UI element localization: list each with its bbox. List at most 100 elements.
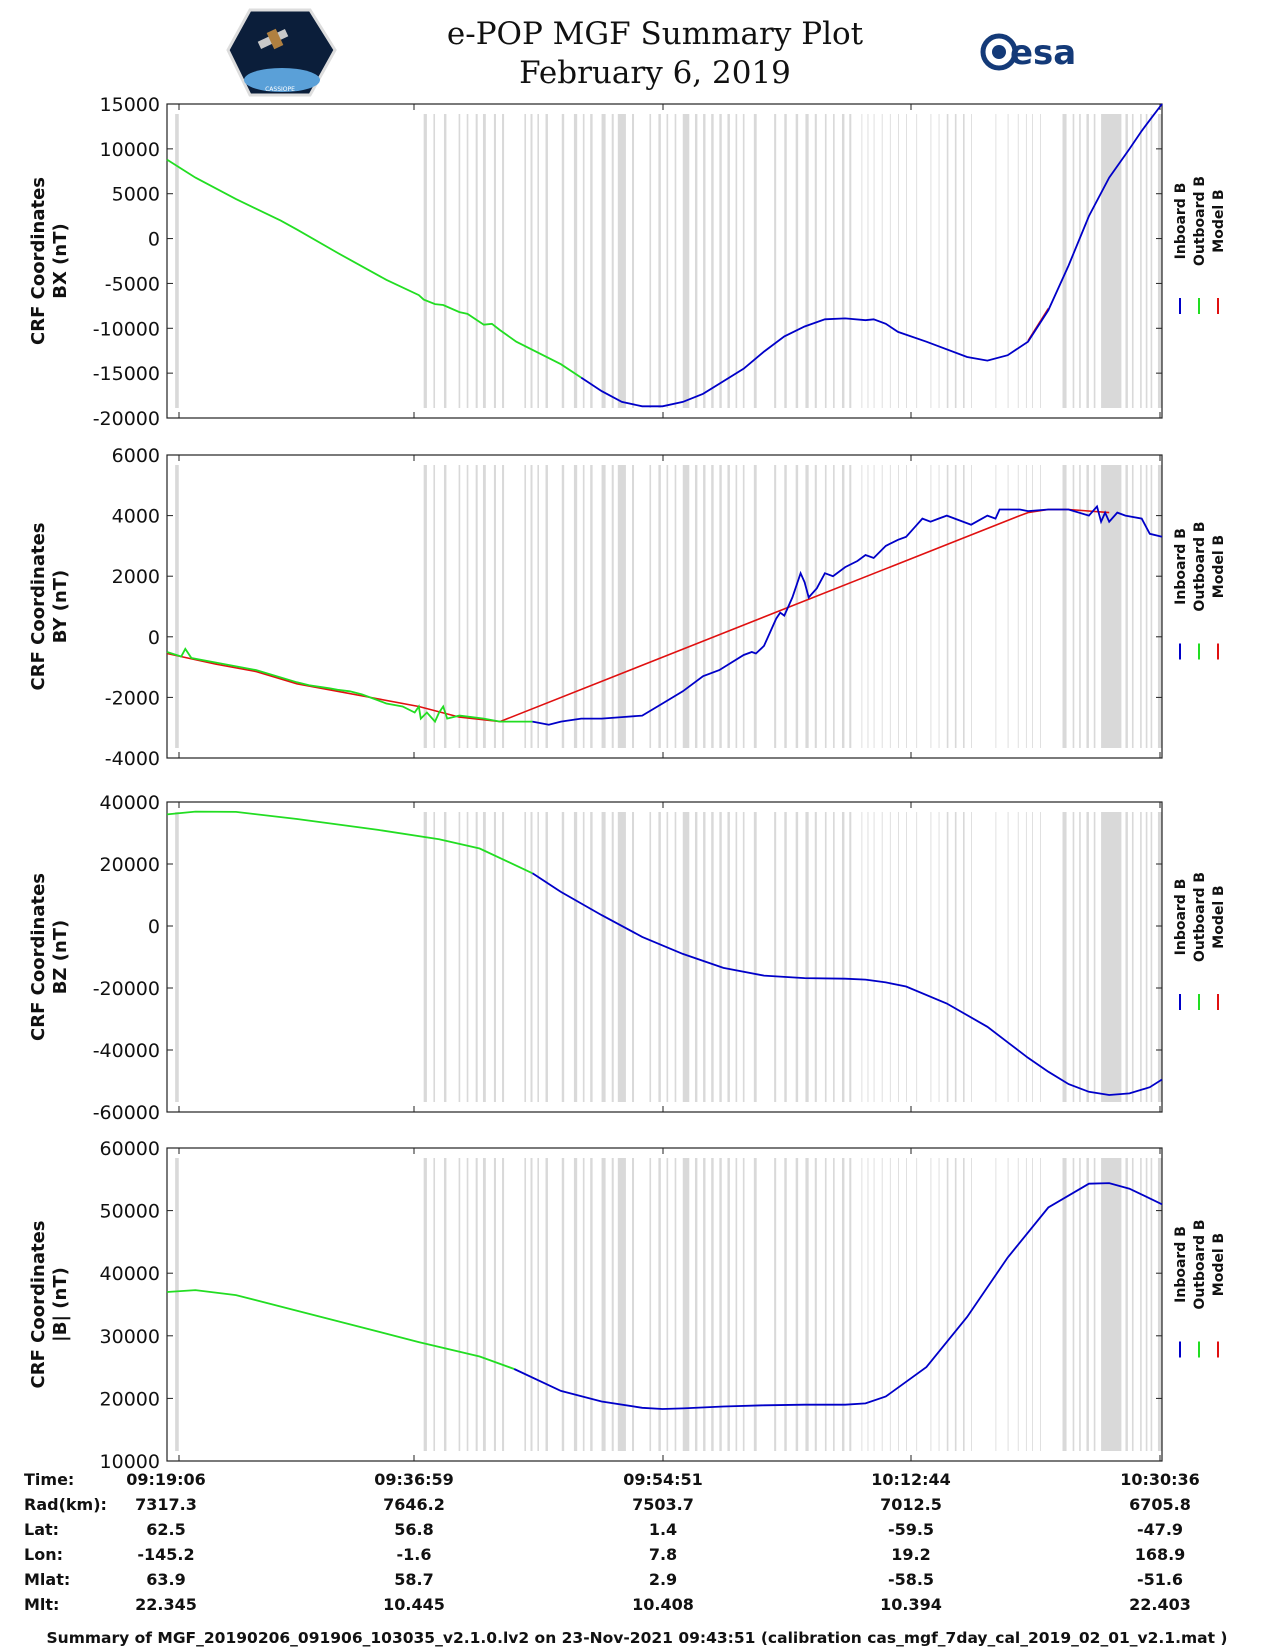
data-gap [703,114,706,408]
data-gap [995,812,997,1102]
info-row-label: Rad(km): [24,1495,107,1514]
data-gap [954,812,957,1102]
data-gap [873,812,875,1102]
info-cell: 09:19:06 [126,1470,206,1489]
data-gap [1093,465,1096,748]
data-gap [805,812,809,1102]
data-gap [727,1158,730,1451]
data-gap [524,465,527,748]
data-gap [711,1158,714,1451]
data-gap [954,1158,957,1451]
data-gap [946,1158,949,1451]
series-inboard-b [580,103,1163,408]
data-gap [753,1158,757,1451]
data-gap [666,114,669,408]
info-cell: 10.445 [383,1595,445,1614]
data-gap [530,465,533,748]
y-tick-label: 30000 [100,1326,160,1348]
data-gap [881,812,883,1102]
footer-caption: Summary of MGF_20190206_091906_103035_v2… [47,1629,1228,1647]
data-gap [861,114,863,408]
data-gap [814,465,817,748]
data-gap [617,114,626,408]
legend-label: Inboard B [1173,1226,1189,1303]
data-gap [1145,812,1148,1102]
data-gap [1032,114,1033,408]
info-cell: 56.8 [394,1520,433,1539]
info-cell: -58.5 [888,1570,934,1589]
data-gap [1150,114,1153,408]
data-gap [1140,812,1142,1102]
data-gap [719,812,722,1102]
cassiope-logo: CASSIOPE [226,8,337,97]
data-gap [971,1158,972,1451]
data-gap [1079,1158,1081,1451]
data-gap [930,114,932,408]
data-gap [938,465,940,748]
data-gap [524,812,527,1102]
data-gap [833,114,835,408]
y-axis-label: CRF CoordinatesBX (nT) [28,177,71,345]
data-gap [881,465,883,748]
plot-frame [166,454,1163,759]
series-inboard-b [513,1182,1163,1410]
data-gap [611,1158,614,1451]
y-tick-label: 50000 [100,1201,160,1223]
data-gap [703,812,706,1102]
data-gap [458,114,461,408]
data-gap [1017,114,1019,408]
data-gap [1040,465,1041,748]
data-gap [530,114,533,408]
data-gap [898,114,899,408]
info-cell: -59.5 [888,1520,934,1539]
info-row-label: Mlt: [24,1595,59,1614]
series-outboard-b [166,1289,515,1370]
y-axis-label: CRF CoordinatesBZ (nT) [28,873,71,1041]
data-gap [774,465,777,748]
info-cell: 62.5 [146,1520,185,1539]
data-gap [742,114,745,408]
info-cell: 22.345 [135,1595,197,1614]
data-gap [889,1158,891,1451]
data-gap [502,812,505,1102]
data-gap [824,1158,827,1451]
data-gap [524,114,527,408]
data-gap [727,465,730,748]
data-gap [1072,114,1075,408]
info-cell: 7317.3 [135,1495,197,1514]
data-gap [666,465,669,748]
panel-3: 40000 20000 0 -20000 -40000 -60000 CRF Coordin… [28,792,1227,1124]
data-gap [175,465,179,748]
data-gap [175,812,179,1102]
plot-title: e-POP MGF Summary Plot [447,16,864,52]
data-gap [649,812,652,1102]
data-gap [666,812,669,1102]
data-gap [617,465,626,748]
data-gap [898,465,899,748]
data-gap [493,114,496,408]
data-gap [805,1158,809,1451]
data-gap [573,114,578,408]
data-gap [458,812,461,1102]
data-gap [753,465,757,748]
data-gap [443,1158,447,1451]
data-gap [873,465,875,748]
data-gap [963,114,965,408]
data-gap [1131,465,1134,748]
info-row-label: Lon: [24,1545,63,1564]
data-gap [1157,1158,1162,1451]
esa-logo-text: esa [1010,33,1076,73]
data-gap [954,465,957,748]
data-gap [561,114,565,408]
y-tick-label: 40000 [100,792,160,814]
data-gap [423,114,427,408]
plot-frame [166,801,1163,1113]
data-gap [458,465,461,748]
data-gap [711,465,714,748]
data-gap [1072,812,1075,1102]
info-cell: 58.7 [394,1570,433,1589]
data-gap [1157,114,1162,408]
data-gap [930,812,932,1102]
data-gap [545,465,548,748]
plot-frame [166,1147,1163,1462]
